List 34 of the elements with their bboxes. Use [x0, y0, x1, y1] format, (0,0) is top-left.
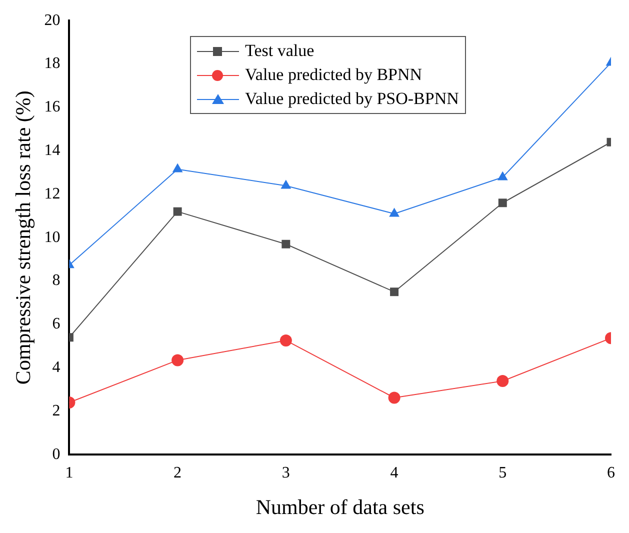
x-axis-title: Number of data sets — [256, 494, 424, 519]
point — [280, 334, 292, 346]
point — [282, 240, 290, 248]
legend-label: Value predicted by PSO-BPNN — [245, 89, 459, 109]
x-tick-label: 4 — [390, 464, 398, 482]
y-tick-label: 18 — [44, 55, 60, 72]
x-tick-label: 2 — [174, 464, 182, 482]
point — [389, 208, 400, 217]
y-tick-label: 16 — [44, 98, 60, 116]
point — [496, 375, 509, 388]
y-tick-label: 10 — [44, 228, 60, 246]
y-tick-label: 14 — [44, 142, 60, 160]
y-tick-label: 0 — [52, 446, 60, 463]
y-tick-label: 8 — [52, 272, 60, 290]
y-axis-title: Compressive strength loss rate (%) — [11, 90, 36, 385]
point — [498, 198, 507, 208]
point — [388, 392, 400, 404]
point — [172, 354, 184, 366]
x-tick-label: 6 — [607, 464, 615, 482]
point — [497, 171, 508, 180]
point — [173, 207, 182, 216]
x-tick-label: 1 — [65, 464, 74, 482]
legend-label: Test value — [245, 41, 314, 61]
y-tick-label: 2 — [52, 402, 60, 420]
y-tick-label: 20 — [44, 12, 60, 29]
legend-label: Value predicted by BPNN — [245, 65, 422, 85]
point — [172, 163, 183, 172]
y-tick-label: 12 — [44, 185, 60, 202]
y-tick-label: 4 — [52, 359, 60, 376]
point — [390, 288, 399, 296]
y-tick-label: 6 — [52, 316, 60, 333]
x-tick-label: 3 — [282, 464, 290, 482]
point — [280, 180, 292, 189]
x-tick-label: 5 — [498, 464, 507, 482]
